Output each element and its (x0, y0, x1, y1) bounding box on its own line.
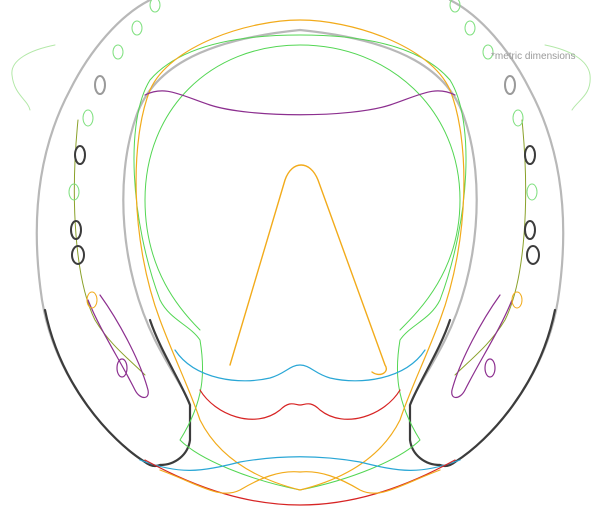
nail-hole (511, 291, 523, 309)
purple-heel-left (87, 294, 149, 399)
nail-hole (131, 20, 143, 36)
nail-hole (524, 145, 536, 165)
shoe-outer-dark (43, 308, 557, 464)
orange-inner-line (135, 19, 465, 491)
frog-outline (229, 164, 387, 376)
nail-hole (449, 0, 461, 13)
purple-arc (144, 90, 456, 116)
nail-hole (482, 44, 494, 60)
nail-hole (71, 245, 85, 265)
shoe-inner-outline (122, 28, 478, 407)
nail-hole (524, 220, 536, 240)
nail-hole (112, 44, 124, 60)
nail-hole (70, 220, 82, 240)
nail-hole (74, 145, 86, 165)
nail-hole (82, 109, 94, 127)
green-hoof-outline (133, 34, 467, 491)
nail-hole (116, 358, 128, 378)
blue-heel-line (174, 349, 426, 382)
nail-hole (68, 183, 80, 201)
nail-hole (504, 75, 516, 95)
olive-branch-left (73, 119, 146, 376)
nail-hole (86, 291, 98, 309)
nail-hole (484, 358, 496, 378)
shoe-outer-outline (35, 0, 565, 464)
outer-green-outline (11, 44, 591, 111)
nail-hole (512, 109, 524, 127)
shoe-inner-dark (148, 318, 452, 467)
red-heel-line (199, 389, 401, 420)
nail-hole (526, 183, 538, 201)
red-bottom-line (144, 459, 456, 506)
orange-bottom-line (159, 469, 441, 494)
inner-green-circle (144, 44, 461, 331)
nail-hole (526, 245, 540, 265)
nail-hole (94, 75, 106, 95)
nail-hole (149, 0, 161, 13)
nail-holes-right (449, 0, 540, 378)
nail-hole (464, 20, 476, 36)
metric-dimensions-note: *metric dimensions (491, 51, 576, 62)
blue-bottom-line (139, 456, 461, 471)
nail-holes-left (68, 0, 161, 378)
purple-heel-right (451, 294, 513, 399)
